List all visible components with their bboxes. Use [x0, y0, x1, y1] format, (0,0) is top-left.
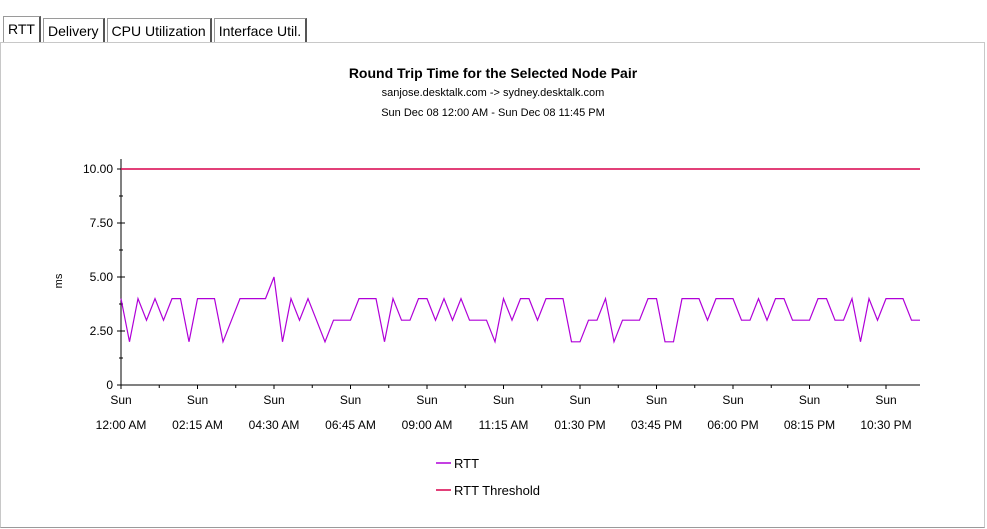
plot-area: 0 2.50 5.00 7.50 10.00 Sun 12:00 AM Sun 02:15 AM… — [83, 159, 920, 498]
x-tick-time: 01:30 PM — [554, 418, 605, 432]
x-tick-time: 04:30 AM — [249, 418, 300, 432]
x-tick-day: Sun — [799, 393, 820, 407]
x-tick-time: 09:00 AM — [402, 418, 453, 432]
x-tick-day: Sun — [110, 393, 131, 407]
tab-interface-util[interactable]: Interface Util. — [213, 18, 308, 42]
legend-rtt-label: RTT — [454, 456, 479, 471]
x-tick-time: 10:30 PM — [860, 418, 911, 432]
x-tick-day: Sun — [263, 393, 284, 407]
tab-delivery[interactable]: Delivery — [42, 18, 105, 42]
y-tick-label: 0 — [106, 378, 113, 392]
chart-title: Round Trip Time for the Selected Node Pa… — [349, 65, 638, 81]
y-tick-label: 7.50 — [90, 216, 114, 230]
x-tick-time: 03:45 PM — [631, 418, 682, 432]
x-tick-time: 12:00 AM — [96, 418, 147, 432]
chart-subtitle-range: Sun Dec 08 12:00 AM - Sun Dec 08 11:45 P… — [381, 107, 605, 119]
x-tick-day: Sun — [187, 393, 208, 407]
chart-subtitle-nodes: sanjose.desktalk.com -> sydney.desktalk.… — [382, 87, 605, 99]
x-tick-time: 06:00 PM — [707, 418, 758, 432]
legend-threshold-label: RTT Threshold — [454, 483, 540, 498]
y-tick-label: 2.50 — [90, 324, 114, 338]
x-tick-day: Sun — [493, 393, 514, 407]
y-axis-label: ms — [53, 273, 65, 288]
y-tick-label: 5.00 — [90, 270, 114, 284]
tab-bar: RTT Delivery CPU Utilization Interface U… — [3, 16, 309, 42]
x-tick-day: Sun — [646, 393, 667, 407]
x-tick-day: Sun — [569, 393, 590, 407]
rtt-series-line — [120, 276, 920, 344]
x-tick-time: 11:15 AM — [479, 418, 529, 432]
x-tick-time: 06:45 AM — [325, 418, 376, 432]
x-tick-day: Sun — [875, 393, 896, 407]
x-tick-day: Sun — [340, 393, 361, 407]
x-tick-day: Sun — [722, 393, 743, 407]
tab-rtt[interactable]: RTT — [3, 16, 41, 42]
chart-panel — [0, 42, 985, 528]
tab-cpu-utilization[interactable]: CPU Utilization — [106, 18, 212, 42]
x-tick-day: Sun — [416, 393, 437, 407]
y-tick-label: 10.00 — [83, 162, 113, 176]
x-tick-time: 08:15 PM — [784, 418, 835, 432]
x-tick-time: 02:15 AM — [172, 418, 223, 432]
